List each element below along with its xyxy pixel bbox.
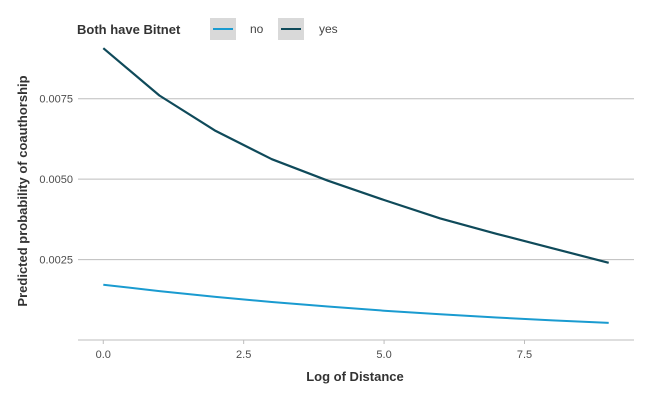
grid-lines	[78, 98, 634, 261]
y-tick-label: 0.0050	[39, 174, 73, 186]
x-axis-title: Log of Distance	[306, 369, 404, 384]
series-lines	[102, 47, 609, 324]
y-axis-title: Predicted probability of coauthorship	[15, 75, 30, 306]
y-tick-label: 0.0025	[39, 255, 73, 267]
legend-item-no: no	[210, 18, 264, 40]
x-tick-label: 0.0	[96, 349, 111, 361]
series-line-no	[103, 283, 609, 324]
legend: Both have Bitnet no yes	[77, 18, 338, 40]
legend-label-no: no	[250, 22, 264, 36]
y-tick-label: 0.0075	[39, 94, 73, 106]
series-line-yes	[102, 47, 609, 264]
x-axis: 0.0 2.5 5.0 7.5	[78, 339, 634, 361]
x-tick-label: 5.0	[376, 349, 391, 361]
legend-item-yes: yes	[278, 18, 338, 40]
x-tick-label: 2.5	[236, 349, 251, 361]
y-axis: 0.0025 0.0050 0.0075	[39, 94, 73, 267]
x-tick-label: 7.5	[517, 349, 532, 361]
legend-label-yes: yes	[319, 22, 338, 36]
legend-title: Both have Bitnet	[77, 22, 181, 37]
